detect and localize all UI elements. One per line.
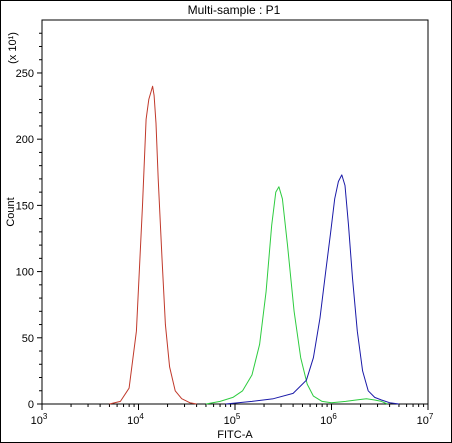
x-tick-label: 106	[320, 412, 337, 427]
x-axis-title: FITC-A	[217, 429, 253, 441]
x-tick-label: 103	[31, 412, 48, 427]
y-tick-label: 50	[22, 333, 34, 345]
y-axis-title: Count	[5, 197, 17, 226]
x-tick-exponent: 7	[429, 412, 434, 421]
y-tick-label: 0	[28, 399, 34, 411]
x-tick-base: 10	[417, 415, 429, 427]
x-tick-exponent: 6	[332, 412, 337, 421]
y-tick-label: 250	[16, 68, 34, 80]
series-line-2	[205, 186, 388, 405]
x-tick-label: 107	[417, 412, 434, 427]
y-tick-label: 150	[16, 200, 34, 212]
x-tick-base: 10	[31, 415, 43, 427]
series-group	[109, 85, 400, 405]
x-tick-exponent: 5	[236, 412, 241, 421]
plot-area	[41, 19, 429, 405]
series-line-1	[109, 85, 197, 405]
x-tick-base: 10	[320, 415, 332, 427]
y-multiplier-label: (x 10¹)	[7, 32, 19, 64]
series-line-3	[225, 174, 400, 405]
y-tick-label: 200	[16, 134, 34, 146]
x-tick-exponent: 4	[139, 412, 144, 421]
x-tick-base: 10	[224, 415, 236, 427]
x-tick-base: 10	[127, 415, 139, 427]
chart-title: Multi-sample : P1	[188, 3, 281, 17]
x-tick-label: 105	[224, 412, 241, 427]
y-tick-label: 100	[16, 267, 34, 279]
x-tick-exponent: 3	[43, 412, 48, 421]
x-tick-label: 104	[127, 412, 144, 427]
